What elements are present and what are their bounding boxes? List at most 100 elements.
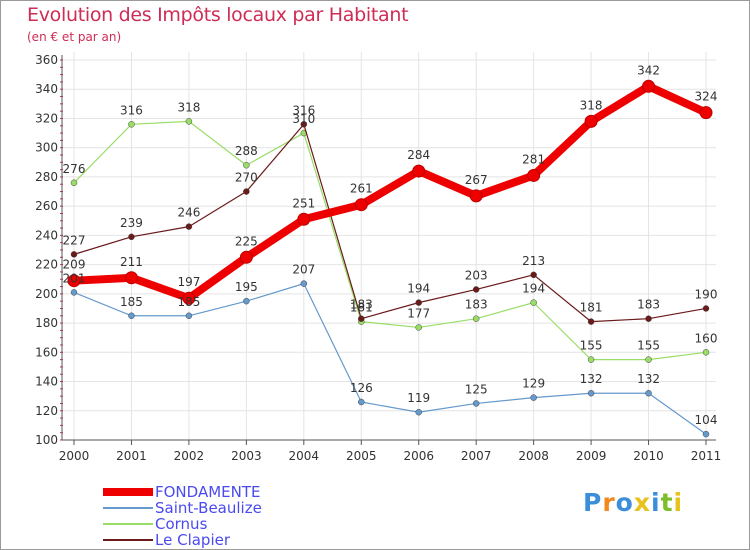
legend-item: FONDAMENTE <box>103 483 363 501</box>
data-point <box>128 312 135 320</box>
data-point <box>642 79 656 93</box>
y-tick-label: 280 <box>35 170 58 184</box>
chart-title: Evolution des Impôts locaux par Habitant <box>27 4 409 26</box>
data-label: 190 <box>695 287 718 301</box>
x-tick-label: 2010 <box>633 449 664 463</box>
data-label: 267 <box>465 173 488 187</box>
data-label: 316 <box>292 103 315 117</box>
data-label: 342 <box>637 63 660 77</box>
series-line-saint-beaulize <box>73 283 707 435</box>
data-label: 207 <box>292 263 315 277</box>
data-label: 316 <box>120 103 143 117</box>
data-point <box>182 291 196 305</box>
data-label: 194 <box>407 282 430 296</box>
y-tick-label: 140 <box>35 375 58 389</box>
line-chart: 100 120 140 160 180 200 220 240 260 280 300 320 340 3… <box>35 52 721 463</box>
legend-swatch <box>103 539 153 541</box>
data-point <box>185 223 193 230</box>
y-tick-label: 320 <box>35 111 58 125</box>
data-label: 155 <box>580 339 603 353</box>
data-point <box>358 398 365 406</box>
legend: FONDAMENTE Saint-Beaulize Cornus Le Clapier <box>103 483 363 549</box>
y-tick-label: 120 <box>35 404 58 418</box>
data-point <box>185 118 193 125</box>
legend-swatch <box>103 507 153 509</box>
data-point <box>584 114 598 128</box>
data-label: 213 <box>522 254 545 268</box>
chart-subtitle: (en € et par an) <box>27 30 122 44</box>
proxiti-logo: Proxiti <box>583 488 683 517</box>
logo-letter: r <box>602 488 616 517</box>
data-point <box>243 188 250 195</box>
data-point <box>587 389 595 397</box>
data-point <box>415 408 422 416</box>
data-label: 246 <box>177 206 200 220</box>
data-point <box>699 106 713 120</box>
logo-letter: P <box>583 488 603 517</box>
data-point <box>472 400 480 407</box>
data-point <box>472 315 480 322</box>
axes: 100 120 140 160 180 200 220 240 260 280 300 320 340 3… <box>35 53 721 463</box>
data-point <box>300 280 308 287</box>
legend-label: Cornus <box>155 515 208 533</box>
data-label: 318 <box>580 98 603 112</box>
logo-letter: o <box>615 488 634 517</box>
x-tick-label: 2002 <box>174 449 205 463</box>
data-point <box>67 274 81 288</box>
y-tick-label: 340 <box>35 82 58 96</box>
data-point <box>70 179 78 187</box>
data-point <box>702 349 710 356</box>
data-point <box>243 297 250 305</box>
data-point <box>645 315 652 322</box>
data-point <box>412 164 426 178</box>
legend-item: Saint-Beaulize <box>103 499 363 517</box>
data-label: 227 <box>63 233 86 247</box>
legend-swatch <box>103 488 153 496</box>
data-label: 261 <box>350 182 373 196</box>
data-point <box>128 233 135 241</box>
series-line-le-clapier <box>73 123 707 323</box>
x-tick-label: 2008 <box>518 449 549 463</box>
data-label: 211 <box>120 255 143 269</box>
data-label: 183 <box>637 298 660 312</box>
data-label: 177 <box>407 306 430 320</box>
x-tick-label: 2011 <box>691 449 722 463</box>
data-point <box>469 189 483 203</box>
data-point <box>243 161 250 169</box>
y-tick-label: 100 <box>35 433 58 447</box>
data-point <box>702 305 710 312</box>
y-tick-label: 360 <box>35 53 58 67</box>
data-label: 185 <box>120 295 143 309</box>
data-label: 160 <box>695 331 718 345</box>
data-label: 183 <box>465 298 488 312</box>
y-tick-label: 160 <box>35 345 58 359</box>
data-label: 201 <box>63 271 86 285</box>
logo-letter: t <box>660 488 674 517</box>
y-tick-label: 260 <box>35 199 58 213</box>
y-tick-label: 300 <box>35 141 58 155</box>
logo-letter: i <box>673 488 684 517</box>
series <box>67 79 713 438</box>
data-point <box>297 212 311 226</box>
data-point <box>124 271 138 285</box>
data-label: 270 <box>235 171 258 185</box>
x-tick-label: 2005 <box>346 449 377 463</box>
data-label: 284 <box>407 148 430 162</box>
series-line-fondamente <box>70 82 710 303</box>
data-label: 310 <box>292 112 315 126</box>
data-point <box>70 289 78 296</box>
data-label: 288 <box>235 144 258 158</box>
data-point <box>185 312 193 320</box>
grid <box>62 52 716 441</box>
legend-label: Le Clapier <box>155 531 231 549</box>
series-line-cornus <box>73 120 707 361</box>
data-point <box>472 286 480 293</box>
data-point <box>358 315 365 322</box>
data-label: 318 <box>177 100 200 114</box>
data-point <box>415 299 422 306</box>
data-label: 276 <box>63 162 86 176</box>
logo-letter: x <box>633 488 651 517</box>
data-label: 119 <box>407 391 430 405</box>
x-tick-label: 2001 <box>116 449 147 463</box>
data-label: 181 <box>580 301 603 315</box>
